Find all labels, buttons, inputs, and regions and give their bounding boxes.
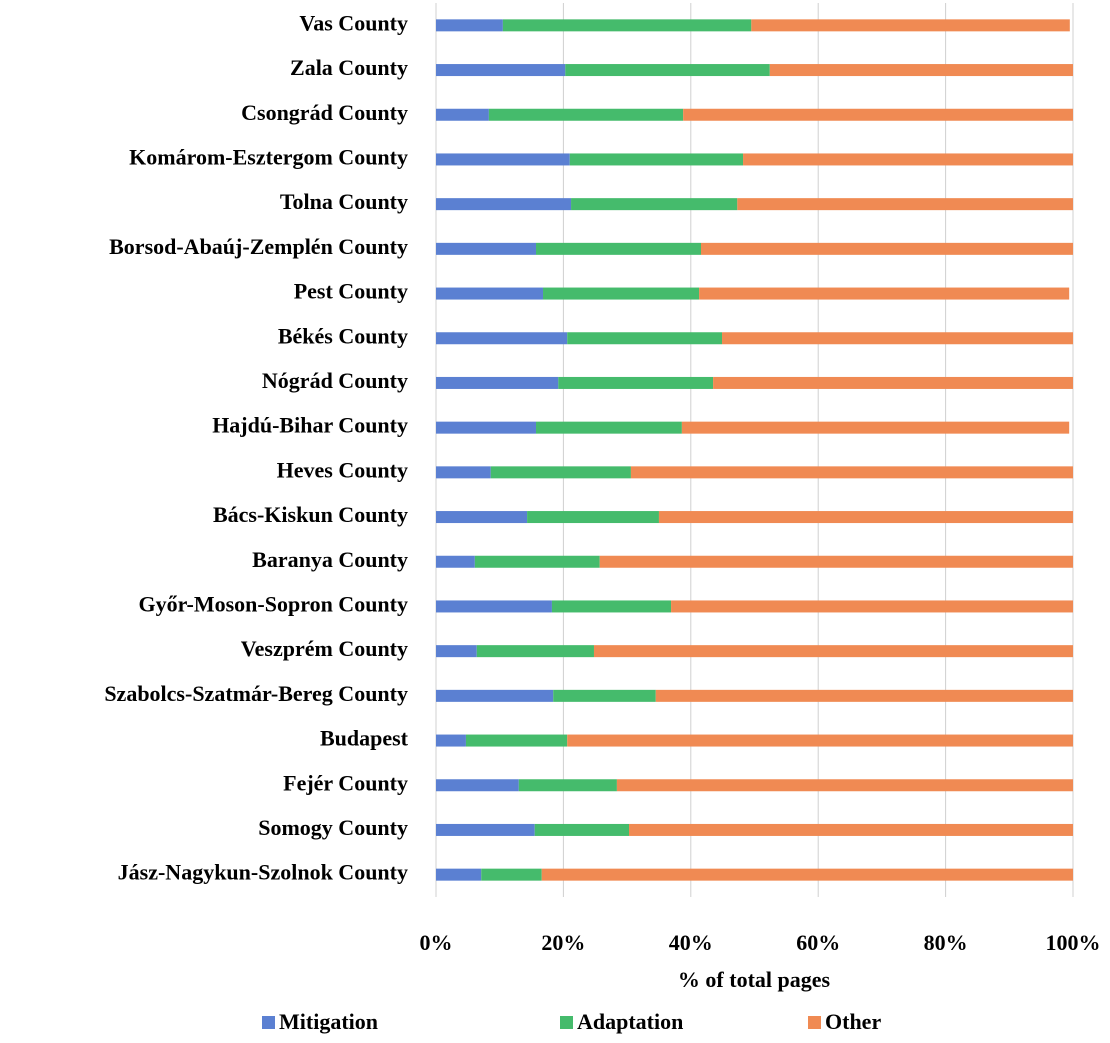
bar-segment [671,600,1073,613]
legend-label: Other [825,1009,881,1034]
bar-segment [543,287,700,300]
bar-segment [481,868,542,881]
bar-segment [683,108,1073,121]
y-tick-label: Győr-Moson-Sopron County [138,591,408,616]
bar-segment [436,376,559,389]
y-tick-label: Budapest [320,726,409,751]
bar-segment [436,153,570,166]
bar-segment [655,689,1073,702]
x-tick-label: 0% [420,930,453,955]
y-tick-label: Nógrád County [262,368,408,393]
bar-segment [476,645,594,658]
y-tick-label: Jász-Nagykun-Szolnok County [118,860,408,885]
bar-segment [474,555,600,568]
bar-segment [502,19,752,32]
x-axis-title: % of total pages [678,967,831,992]
bar-segment [571,198,738,211]
bar-segment [436,600,552,613]
x-tick-label: 20% [541,930,585,955]
bar-segment [551,600,672,613]
y-tick-label: Zala County [290,55,408,80]
bar-segment [630,466,1073,479]
y-tick-label: Szabolcs-Szatmár-Bereg County [104,681,408,706]
x-tick-label: 40% [669,930,713,955]
bar-segment [658,511,1073,524]
bar-segment [527,511,659,524]
x-tick-label: 80% [924,930,968,955]
legend-swatch [808,1016,821,1029]
bar-segment [743,153,1073,166]
bar-segment [751,19,1070,32]
bar-segment [599,555,1073,568]
y-tick-label: Tolna County [280,189,408,214]
bar-segment [436,332,568,345]
bar-segment [700,242,1073,255]
bar-segment [536,242,701,255]
legend-swatch [560,1016,573,1029]
bar-segment [436,19,503,32]
bar-segment [436,421,537,434]
bar-segment [436,198,572,211]
y-tick-label: Komárom-Esztergom County [129,144,408,169]
bar-segment [490,466,631,479]
bar-segment [558,376,714,389]
bar-segment [722,332,1073,345]
bar-segment [534,823,630,836]
bar-segment [518,779,617,792]
bar-segment [565,64,770,77]
bar-segment [616,779,1073,792]
bar-segment [436,466,491,479]
y-tick-label: Heves County [277,457,408,482]
bar-segment [436,64,566,77]
y-tick-label: Borsod-Abaúj-Zemplén County [109,234,408,259]
bar-segment [567,734,1073,747]
bar-segment [436,779,519,792]
y-tick-label: Hajdú-Bihar County [212,413,408,438]
bar-segment [737,198,1073,211]
bar-segment [436,242,537,255]
y-tick-label: Veszprém County [241,636,408,661]
legend-label: Adaptation [577,1009,683,1034]
legend-swatch [262,1016,275,1029]
bar-segment [436,287,544,300]
bar-segment [436,734,466,747]
y-tick-label: Fejér County [283,770,408,795]
bar-segment [567,332,723,345]
bar-segment [569,153,744,166]
bar-segment [436,555,475,568]
bar-segment [465,734,568,747]
bar-segment [629,823,1073,836]
y-tick-label: Pest County [294,279,408,304]
y-tick-label: Baranya County [252,547,408,572]
bar-segment [436,868,482,881]
bar-segment [436,689,554,702]
bar-segment [593,645,1073,658]
bar-segment [436,511,528,524]
y-tick-label: Vas County [299,10,408,35]
y-tick-label: Békés County [278,323,408,348]
x-tick-label: 60% [796,930,840,955]
bar-segment [541,868,1073,881]
legend-label: Mitigation [279,1009,378,1034]
bar-segment [553,689,656,702]
y-tick-label: Somogy County [258,815,408,840]
bar-segment [436,823,535,836]
bar-segment [713,376,1073,389]
y-tick-label: Bács-Kiskun County [213,502,408,527]
bar-segment [488,108,684,121]
bar-segment [699,287,1070,300]
x-tick-label: 100% [1046,930,1101,955]
bar-segment [769,64,1073,77]
bar-segment [436,645,477,658]
bar-segment [436,108,489,121]
bar-segment [536,421,682,434]
y-tick-label: Csongrád County [241,100,408,125]
bar-segment [681,421,1070,434]
